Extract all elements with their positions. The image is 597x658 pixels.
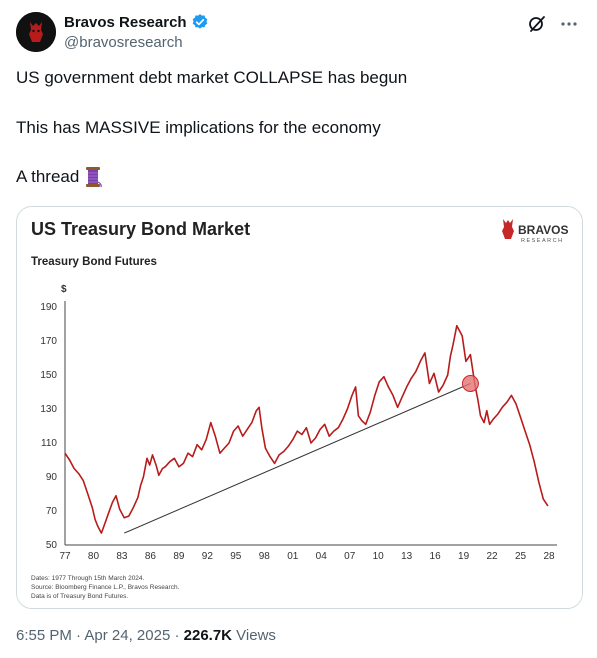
tweet-meta: 6:55 PM · Apr 24, 2025 · 226.7K Views [16, 627, 276, 644]
chart-plot [64, 324, 549, 534]
brand-logo: BRAVOS RESEARCH [502, 219, 568, 244]
x-tick-label: 92 [202, 551, 214, 562]
x-tick-label: 86 [145, 551, 157, 562]
bull-logo-icon [502, 219, 514, 239]
x-tick-label: 77 [59, 551, 71, 562]
footnote-3: Data is of Treasury Bond Futures. [31, 593, 128, 600]
treasury-chart: US Treasury Bond Market Treasury Bond Fu… [17, 207, 582, 608]
avatar-logo-icon [16, 12, 56, 52]
x-tick-label: 22 [486, 551, 498, 562]
tweet-text-line-3: A thread [16, 166, 103, 188]
tweet-text-line-1: US government debt market COLLAPSE has b… [16, 68, 408, 87]
chart-title: US Treasury Bond Market [31, 219, 250, 239]
x-tick-label: 89 [173, 551, 185, 562]
x-tick-label: 07 [344, 551, 356, 562]
x-tick-label: 13 [401, 551, 413, 562]
thread-spool-icon [86, 167, 103, 188]
x-tick-label: 95 [230, 551, 242, 562]
chart-image-card[interactable]: US Treasury Bond Market Treasury Bond Fu… [16, 206, 583, 609]
author-handle[interactable]: @bravosresearch [64, 34, 183, 51]
tweet-text-line-2: This has MASSIVE implications for the ec… [16, 118, 381, 137]
x-tick-label: 10 [373, 551, 385, 562]
x-tick-label: 83 [116, 551, 128, 562]
y-tick-label: 110 [41, 438, 57, 449]
more-options-icon[interactable] [559, 14, 579, 34]
author-name-row: Bravos Research [64, 13, 209, 31]
x-tick-label: 25 [515, 551, 527, 562]
meta-separator: · [71, 627, 85, 644]
footnote-1: Dates: 1977 Through 15th March 2024. [31, 575, 145, 582]
series-line-0 [64, 324, 549, 534]
x-tick-label: 04 [316, 551, 328, 562]
x-tick-label: 01 [287, 551, 299, 562]
y-tick-label: 70 [46, 506, 58, 517]
meta-separator: · [170, 627, 184, 644]
y-tick-label: 170 [40, 336, 57, 347]
views-label: Views [232, 627, 276, 644]
x-tick-label: 16 [430, 551, 442, 562]
y-tick-label: 150 [40, 370, 57, 381]
brand-name: BRAVOS [518, 223, 568, 237]
x-tick-label: 28 [543, 551, 555, 562]
x-tick-label: 98 [259, 551, 271, 562]
verified-badge-icon [192, 14, 207, 29]
tweet-date[interactable]: Apr 24, 2025 [84, 627, 171, 644]
x-tick-label: 80 [88, 551, 100, 562]
author-display-name[interactable]: Bravos Research [64, 13, 187, 31]
avatar[interactable] [16, 12, 56, 52]
trendline [124, 383, 471, 534]
y-tick-label: 90 [46, 472, 58, 483]
tweet-time[interactable]: 6:55 PM [16, 627, 72, 644]
y-tick-label: 50 [46, 540, 58, 551]
x-tick-label: 19 [458, 551, 470, 562]
y-tick-label: 190 [40, 302, 57, 313]
views-count: 226.7K [183, 627, 233, 644]
y-tick-label: 130 [40, 404, 57, 415]
tweet-text-thread: A thread [16, 167, 80, 186]
chart-subtitle: Treasury Bond Futures [31, 256, 157, 268]
grok-icon[interactable] [527, 14, 547, 34]
highlight-point [461, 375, 479, 392]
y-axis-label: $ [61, 284, 67, 295]
brand-sub: RESEARCH [521, 238, 564, 244]
tweet-top-actions [527, 14, 579, 34]
footnote-2: Source: Bloomberg Finance L.P., Bravos R… [31, 584, 180, 591]
